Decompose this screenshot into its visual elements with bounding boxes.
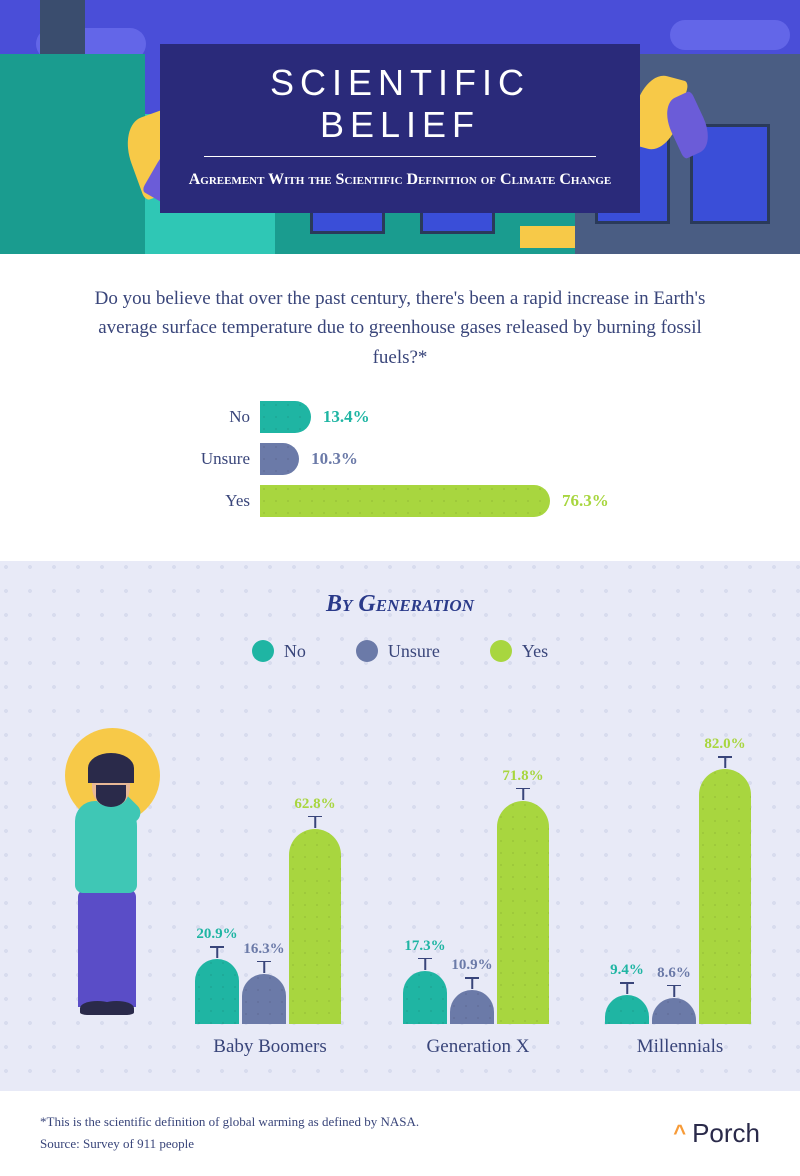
logo-chevron-icon: ^ xyxy=(673,1120,686,1146)
subtitle: Agreement With the Scientific Definition… xyxy=(184,169,616,191)
legend-label: Unsure xyxy=(388,641,440,662)
footnote-definition: *This is the scientific definition of gl… xyxy=(40,1111,419,1133)
horizontal-bar-chart: No13.4%Unsure10.3%Yes76.3% xyxy=(60,400,740,518)
bar-label: Unsure xyxy=(190,449,250,469)
porch-logo: ^ Porch xyxy=(673,1118,760,1149)
bar-value: 82.0% xyxy=(704,736,745,753)
bar-value: 9.4% xyxy=(610,962,644,979)
vertical-bar: 10.9% xyxy=(450,990,494,1024)
chart-legend: No Unsure Yes xyxy=(30,640,770,662)
bar-value: 10.3% xyxy=(311,449,358,469)
bar: 13.4% xyxy=(260,401,311,433)
error-bar xyxy=(308,816,322,828)
footer: *This is the scientific definition of gl… xyxy=(0,1091,800,1175)
bar: 76.3% xyxy=(260,485,550,517)
legend-item: No xyxy=(252,640,306,662)
error-bar xyxy=(210,946,224,958)
person-foot xyxy=(99,1001,134,1015)
person-legs xyxy=(78,889,136,1007)
error-bar xyxy=(718,756,732,768)
logo-text: Porch xyxy=(692,1118,760,1149)
overall-results-section: Do you believe that over the past centur… xyxy=(0,254,800,561)
group-label: Baby Boomers xyxy=(180,1036,360,1058)
grouped-bar-chart: 20.9%16.3%62.8%Baby Boomers17.3%10.9%71.… xyxy=(182,694,775,1024)
legend-label: No xyxy=(284,641,306,662)
bar-label: Yes xyxy=(190,491,250,511)
footnote-source: Source: Survey of 911 people xyxy=(40,1133,419,1155)
infographic-container: SCIENTIFIC BELIEF Agreement With the Sci… xyxy=(0,0,800,1111)
bar-value: 76.3% xyxy=(562,491,609,511)
cloud-decoration xyxy=(670,20,790,50)
main-title: SCIENTIFIC BELIEF xyxy=(184,62,616,146)
bar-value: 20.9% xyxy=(196,926,237,943)
error-bar xyxy=(516,788,530,800)
vertical-bar: 9.4% xyxy=(605,995,649,1024)
bar-row: No13.4% xyxy=(260,400,740,434)
vertical-bar: 17.3% xyxy=(403,971,447,1025)
legend-item: Unsure xyxy=(356,640,440,662)
chimney-decoration xyxy=(40,0,85,54)
vertical-bar: 16.3% xyxy=(242,974,286,1025)
legend-dot xyxy=(356,640,378,662)
bar-value: 8.6% xyxy=(657,965,691,982)
bar-value: 16.3% xyxy=(243,941,284,958)
bar: 10.3% xyxy=(260,443,299,475)
group-label: Generation X xyxy=(388,1036,568,1058)
legend-item: Yes xyxy=(490,640,548,662)
person-hair xyxy=(88,753,134,783)
vertical-bar: 82.0% xyxy=(699,769,751,1024)
bar-row: Yes76.3% xyxy=(260,484,740,518)
bar-row: Unsure10.3% xyxy=(260,442,740,476)
section-title: By Generation xyxy=(30,591,770,618)
vertical-bar: 71.8% xyxy=(497,801,549,1024)
person-illustration xyxy=(40,743,145,1023)
bar-value: 62.8% xyxy=(294,796,335,813)
legend-dot xyxy=(252,640,274,662)
bar-value: 71.8% xyxy=(502,768,543,785)
vertical-bar: 8.6% xyxy=(652,998,696,1025)
bar-value: 13.4% xyxy=(323,407,370,427)
error-bar xyxy=(465,977,479,989)
footer-notes: *This is the scientific definition of gl… xyxy=(40,1111,419,1155)
bar-value: 10.9% xyxy=(451,957,492,974)
error-bar xyxy=(257,961,271,973)
bar-label: No xyxy=(190,407,250,427)
vertical-bar: 20.9% xyxy=(195,959,239,1024)
bar-value: 17.3% xyxy=(404,938,445,955)
legend-label: Yes xyxy=(522,641,548,662)
error-bar xyxy=(620,982,634,994)
title-box: SCIENTIFIC BELIEF Agreement With the Sci… xyxy=(160,44,640,213)
error-bar xyxy=(418,958,432,970)
survey-question: Do you believe that over the past centur… xyxy=(90,284,710,372)
error-bar xyxy=(667,985,681,997)
building-decoration xyxy=(0,54,145,254)
header-banner: SCIENTIFIC BELIEF Agreement With the Sci… xyxy=(0,0,800,254)
legend-dot xyxy=(490,640,512,662)
title-divider xyxy=(204,156,596,157)
by-generation-section: By Generation NoUnsureYes 20.9%16.3%62.8… xyxy=(0,561,800,1091)
group-label: Millennials xyxy=(590,1036,770,1058)
vertical-bar: 62.8% xyxy=(289,829,341,1024)
